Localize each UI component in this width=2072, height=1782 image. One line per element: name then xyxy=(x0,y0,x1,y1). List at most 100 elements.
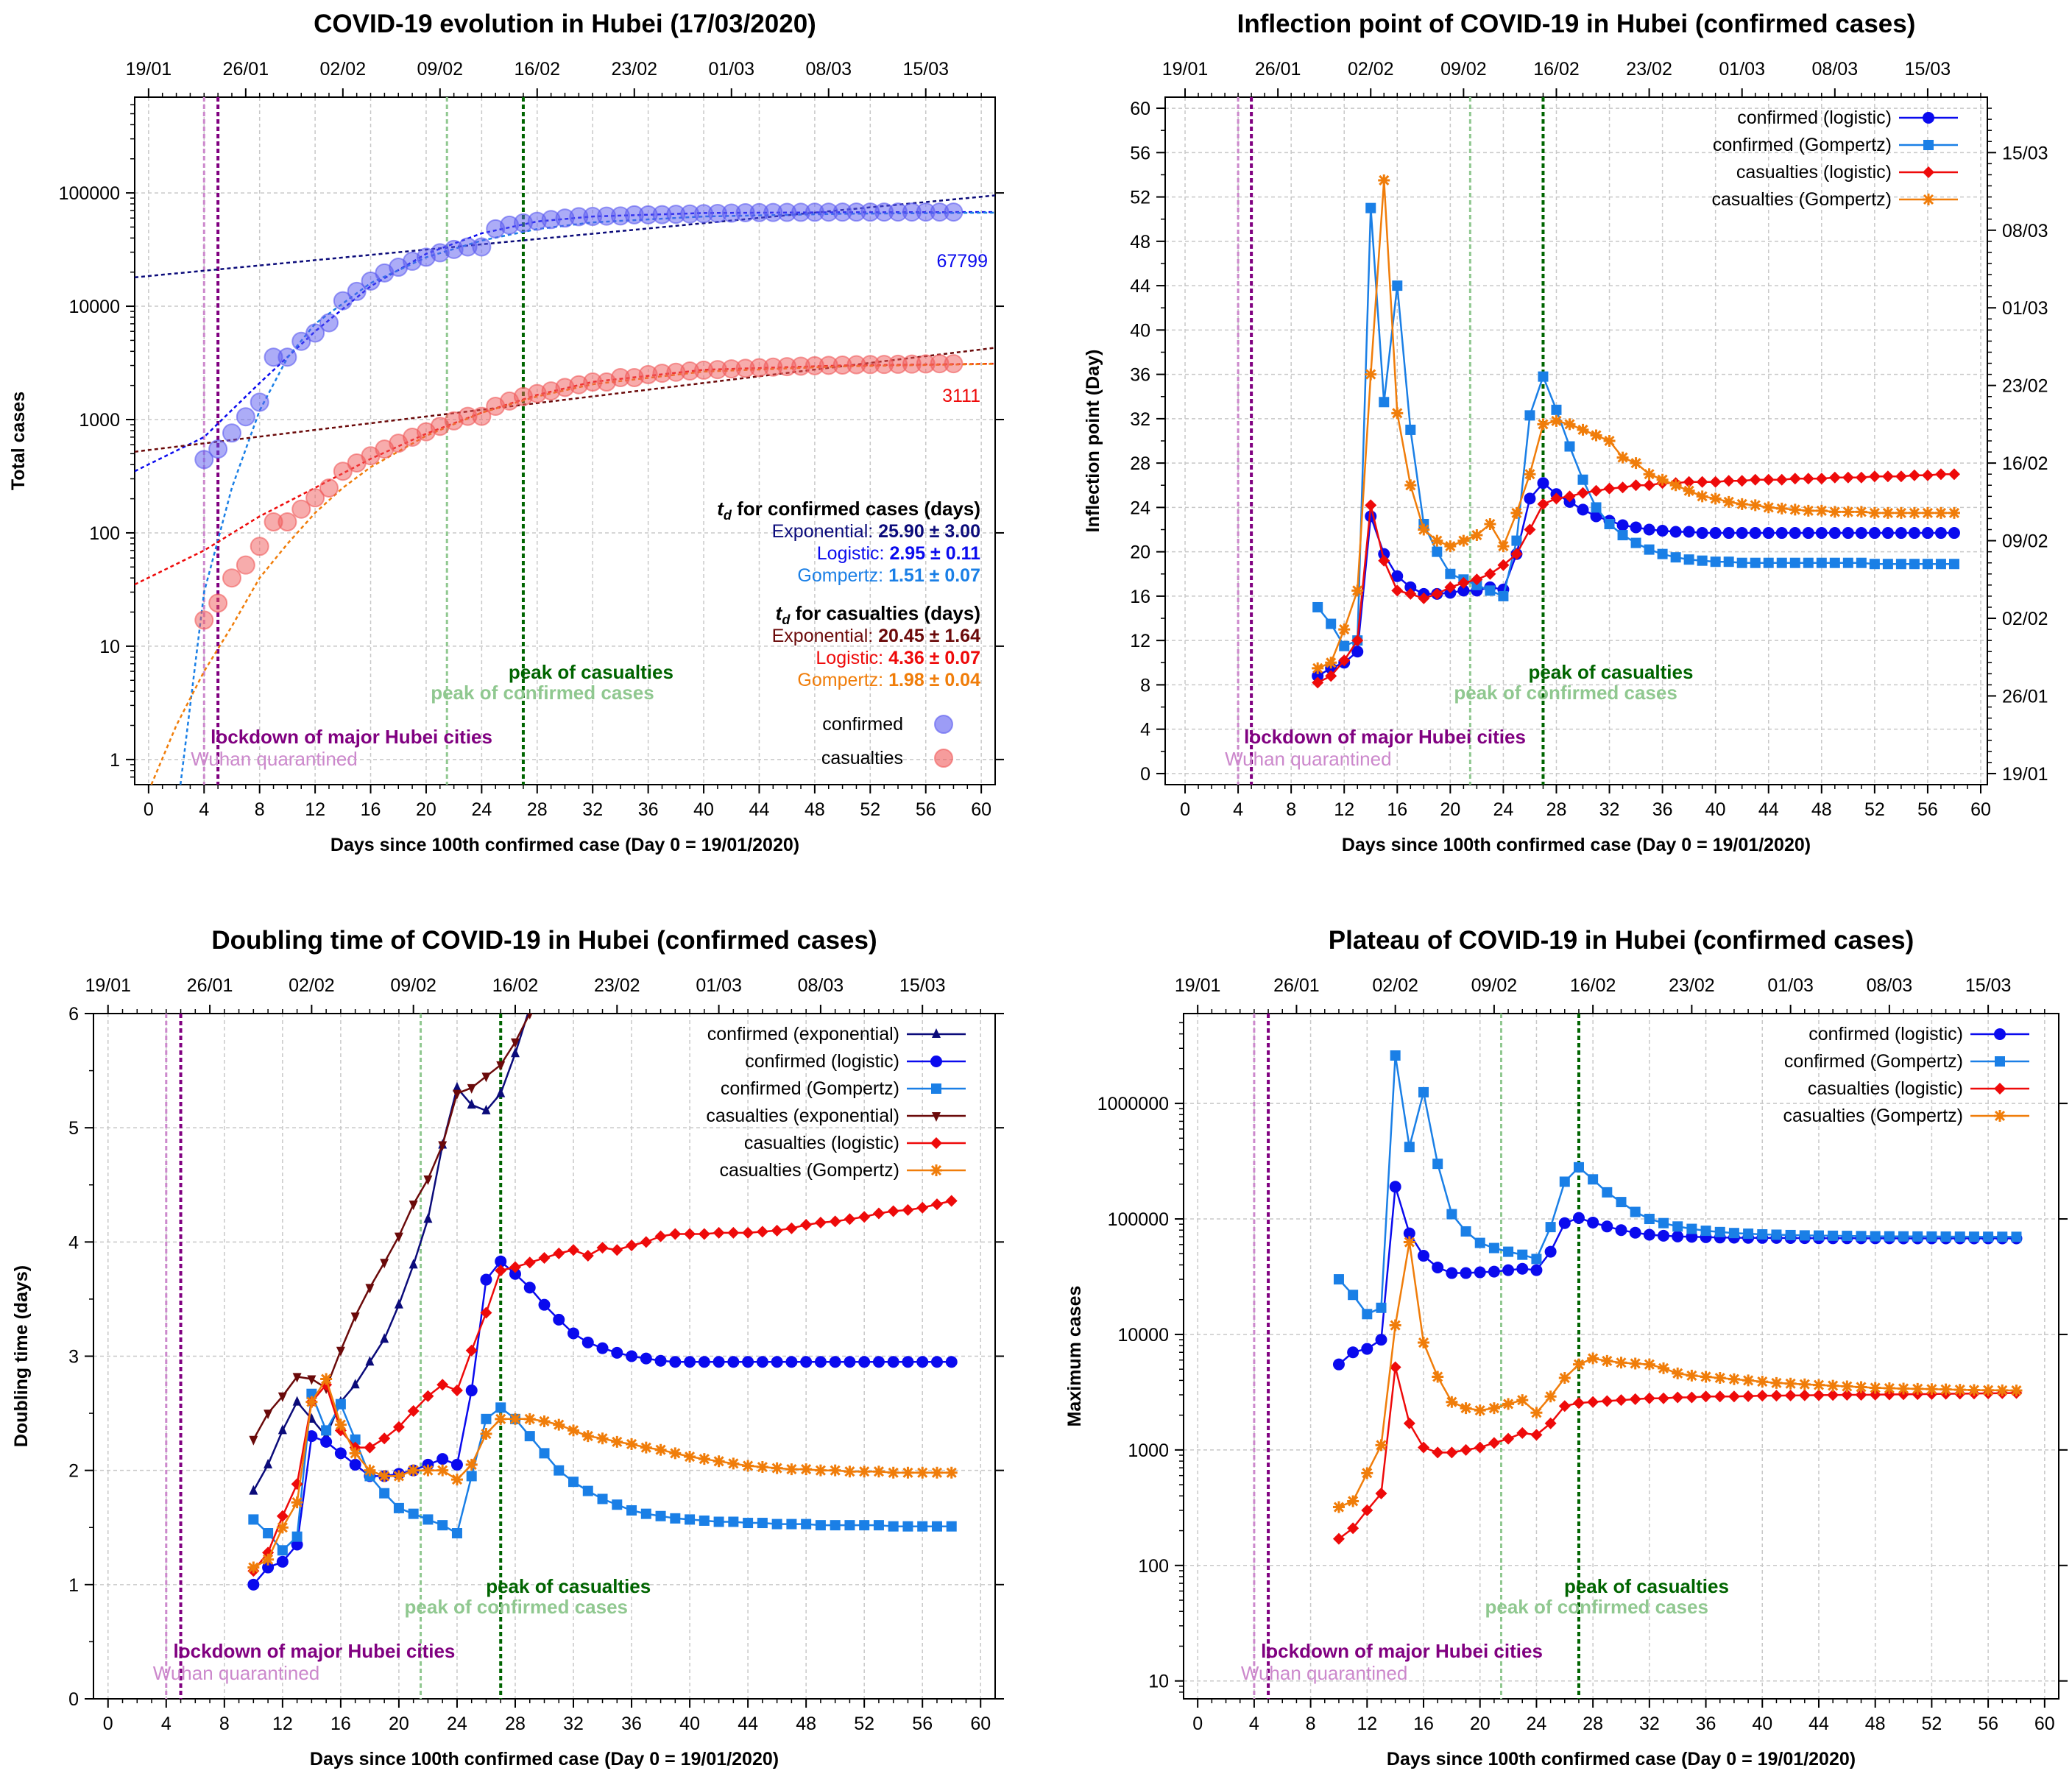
series-confirmed-gompertz-point xyxy=(1460,1226,1471,1237)
series-confirmed-gompertz-point xyxy=(1926,1231,1937,1242)
confirmed-point xyxy=(472,237,492,257)
td-value: 4.36 ± 0.07 xyxy=(888,648,980,668)
series-confirmed-logistic-point xyxy=(872,1356,885,1368)
series-casualties-logistic-point xyxy=(1471,573,1483,586)
legend-entry-label: confirmed (logistic) xyxy=(745,1051,899,1072)
series-casualties-logistic-point xyxy=(276,1510,289,1522)
series-confirmed-gompertz-point xyxy=(1531,1254,1542,1265)
series-confirmed-logistic-point xyxy=(1672,1230,1684,1242)
series-casualties-logistic-point xyxy=(1502,1432,1515,1445)
chart-title: Doubling time of COVID-19 in Hubei (conf… xyxy=(211,926,877,955)
series-casualties-gompertz-point xyxy=(1700,1371,1712,1383)
legend: confirmed (logistic) confirmed (Gompertz)… xyxy=(1711,107,1958,210)
series-casualties-logistic-point xyxy=(1868,470,1881,483)
casualties-point xyxy=(277,512,297,532)
x-tick-label: 32 xyxy=(582,799,603,820)
series-confirmed-logistic-point xyxy=(276,1555,289,1568)
date-tick-label: 08/03 xyxy=(1867,975,1913,996)
series-casualties-logistic-point xyxy=(1603,482,1616,495)
series-casualties-gompertz-point xyxy=(1338,623,1351,636)
confirmed-point xyxy=(291,331,311,351)
x-tick-label: 56 xyxy=(916,799,936,820)
series-confirmed-logistic-point xyxy=(1643,523,1655,536)
series-confirmed-logistic-point xyxy=(698,1356,710,1368)
peak-confirmed-label: peak of confirmed cases xyxy=(431,682,654,704)
series-confirmed-logistic-point xyxy=(1601,1220,1613,1233)
series-confirmed-gompertz-point xyxy=(815,1520,826,1531)
series-casualties-gompertz-point xyxy=(887,1466,899,1479)
confirmed-point xyxy=(333,291,353,311)
series-casualties-logistic-point xyxy=(1696,475,1708,488)
series-confirmed-logistic-point xyxy=(305,1430,318,1443)
series-casualties-logistic-point xyxy=(1798,1389,1811,1401)
series-confirmed-logistic-point xyxy=(1544,1245,1557,1258)
series-confirmed-gompertz-point xyxy=(1672,1221,1683,1232)
series-casualties-exponential-point xyxy=(336,1346,345,1357)
legend-entry-label: casualties (logistic) xyxy=(1736,162,1892,183)
series-confirmed-logistic-point xyxy=(1502,1264,1515,1276)
series-casualties-logistic-point xyxy=(1590,484,1602,497)
series-casualties-gompertz-point xyxy=(1672,1367,1684,1379)
series-confirmed-gompertz-point xyxy=(1511,535,1522,546)
legend-entry-label: confirmed (Gompertz) xyxy=(721,1078,899,1099)
date-tick-label: 23/02 xyxy=(1669,975,1715,996)
x-axis-label: Days since 100th confirmed case (Day 0 =… xyxy=(1387,1749,1856,1769)
series-casualties-logistic-point xyxy=(1497,559,1510,571)
series-casualties-gompertz-point xyxy=(553,1418,565,1431)
series-confirmed-gompertz-point xyxy=(350,1434,361,1445)
chart-title: Inflection point of COVID-19 in Hubei (c… xyxy=(1237,10,1916,38)
series-casualties-logistic-point xyxy=(1446,1446,1458,1459)
series-casualties-gompertz-point xyxy=(450,1474,463,1486)
series-confirmed-logistic-point xyxy=(1881,527,1894,540)
y-tick-label: 8 xyxy=(1140,675,1150,696)
series-casualties-gompertz-point xyxy=(1656,473,1669,486)
legend-swatch-marker xyxy=(930,1164,942,1176)
x-tick-label: 52 xyxy=(854,1714,874,1734)
confirmed-point xyxy=(250,392,269,412)
series-confirmed-exponential-point xyxy=(350,1379,360,1389)
x-tick-label: 24 xyxy=(1493,799,1514,820)
y-axis: 10 100 1000 10000 100000 1000000 xyxy=(1097,1022,2068,1693)
series-casualties-logistic-point xyxy=(1404,587,1417,600)
series-casualties-logistic-point xyxy=(538,1252,551,1265)
series-confirmed-gompertz-point xyxy=(422,1514,434,1525)
wuhan-quarantine-label: Wuhan quarantined xyxy=(1241,1662,1407,1684)
td-confirmed-row: Gompertz: 1.51 ± 0.07 xyxy=(797,565,980,586)
x-tick-label: 52 xyxy=(1921,1714,1942,1734)
series-casualties-exponential-point xyxy=(307,1375,317,1385)
series-casualties-gompertz-point xyxy=(945,1466,958,1479)
series-confirmed-exponential-point xyxy=(249,1485,258,1495)
series-casualties-gompertz-point xyxy=(814,1464,827,1477)
series-casualties-gompertz-point xyxy=(1934,506,1947,519)
date-tick-label: 01/03 xyxy=(708,59,754,79)
series-confirmed-gompertz-point xyxy=(1392,280,1403,291)
series-casualties-gompertz-point xyxy=(1550,414,1563,427)
series-confirmed-gompertz-point xyxy=(335,1399,346,1410)
series-casualties-gompertz-point xyxy=(567,1424,580,1437)
date-tick-label: 26/01 xyxy=(1255,59,1301,79)
series-confirmed-gompertz-point xyxy=(728,1516,739,1527)
y-tick-label: 1000000 xyxy=(1097,1094,1169,1114)
x-tick-label: 24 xyxy=(447,1714,467,1734)
series-confirmed-logistic-point xyxy=(742,1356,754,1368)
series-casualties-logistic-point xyxy=(1601,1395,1613,1407)
series-confirmed-logistic-point xyxy=(1537,477,1549,489)
y-tick-label: 40 xyxy=(1130,320,1150,341)
legend-entry-label: confirmed (Gompertz) xyxy=(1713,135,1892,155)
series-confirmed-gompertz-point xyxy=(1909,559,1920,570)
series-casualties-gompertz-point xyxy=(480,1428,492,1440)
series-confirmed-logistic-point xyxy=(1802,527,1814,540)
series-casualties-gompertz-point xyxy=(436,1464,449,1477)
series-casualties-logistic-point xyxy=(858,1211,871,1223)
series-confirmed-gompertz-point xyxy=(1517,1249,1528,1260)
x-tick-label: 48 xyxy=(1865,1714,1886,1734)
series-casualties-logistic-point xyxy=(756,1226,768,1238)
series-confirmed-gompertz-point xyxy=(1644,544,1655,555)
series-confirmed-logistic-point xyxy=(1615,1224,1627,1237)
x-tick-label: 4 xyxy=(1233,799,1243,820)
series-confirmed-logistic-point xyxy=(1842,527,1854,540)
legend: confirmed (logistic) confirmed (Gompertz)… xyxy=(1783,1024,2029,1126)
series-casualties-gompertz xyxy=(1332,1236,2023,1513)
series-casualties-logistic-point xyxy=(1524,523,1536,536)
series-confirmed-logistic-point xyxy=(1312,670,1324,682)
